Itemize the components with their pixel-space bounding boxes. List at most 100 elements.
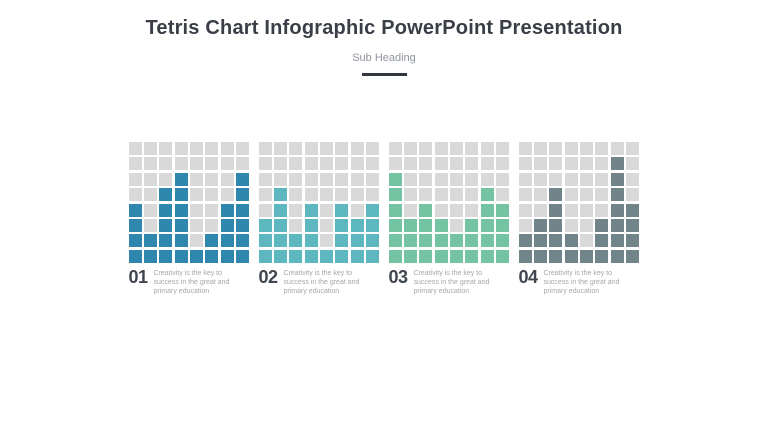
tetris-grid-02	[258, 142, 380, 263]
grid-cell-empty	[304, 142, 318, 155]
grid-cell-filled	[549, 203, 563, 217]
grid-cell-empty	[518, 203, 532, 217]
grid-cell-empty	[434, 142, 448, 155]
grid-cell-filled	[496, 203, 510, 217]
grid-cell-empty	[220, 157, 234, 171]
grid-cell-empty	[143, 188, 157, 202]
grid-cell-empty	[496, 157, 510, 171]
grid-cell-filled	[419, 203, 433, 217]
grid-cell-empty	[580, 234, 594, 248]
tetris-chart-01: 01 Creativity is the key to success in th…	[128, 142, 250, 296]
grid-cell-filled	[434, 234, 448, 248]
grid-cell-empty	[258, 157, 272, 171]
grid-cell-empty	[143, 172, 157, 186]
grid-cell-filled	[220, 234, 234, 248]
grid-cell-filled	[304, 234, 318, 248]
grid-cell-filled	[190, 249, 204, 263]
grid-cell-empty	[465, 142, 479, 155]
grid-cell-filled	[480, 218, 494, 232]
item-number: 01	[128, 266, 149, 287]
grid-cell-filled	[273, 218, 287, 232]
grid-cell-filled	[174, 218, 188, 232]
tetris-chart-03: 03 Creativity is the key to success in th…	[388, 142, 510, 296]
grid-cell-filled	[610, 234, 624, 248]
grid-cell-empty	[496, 188, 510, 202]
grid-cell-filled	[236, 249, 250, 263]
grid-cell-empty	[335, 188, 349, 202]
grid-cell-empty	[403, 157, 417, 171]
grid-cell-filled	[335, 218, 349, 232]
grid-cell-filled	[220, 249, 234, 263]
grid-cell-filled	[304, 203, 318, 217]
grid-cell-empty	[580, 203, 594, 217]
slide-subtitle: Sub Heading	[352, 52, 416, 64]
grid-cell-empty	[128, 142, 142, 155]
grid-cell-empty	[190, 234, 204, 248]
grid-cell-empty	[465, 203, 479, 217]
grid-cell-empty	[496, 172, 510, 186]
grid-cell-filled	[610, 172, 624, 186]
grid-cell-filled	[518, 249, 532, 263]
grid-cell-filled	[159, 249, 173, 263]
grid-cell-filled	[450, 249, 464, 263]
grid-cell-empty	[320, 188, 334, 202]
grid-cell-filled	[450, 234, 464, 248]
grid-cell-empty	[289, 188, 303, 202]
grid-cell-empty	[580, 218, 594, 232]
grid-cell-empty	[450, 188, 464, 202]
grid-cell-empty	[518, 218, 532, 232]
grid-cell-filled	[465, 249, 479, 263]
grid-cell-empty	[465, 172, 479, 186]
grid-cell-empty	[320, 203, 334, 217]
grid-cell-filled	[496, 249, 510, 263]
grid-cell-empty	[273, 157, 287, 171]
grid-cell-filled	[236, 172, 250, 186]
grid-cell-empty	[419, 157, 433, 171]
grid-cell-empty	[335, 142, 349, 155]
grid-cell-empty	[289, 172, 303, 186]
grid-cell-empty	[533, 142, 547, 155]
grid-cell-empty	[564, 172, 578, 186]
grid-cell-filled	[366, 249, 380, 263]
grid-cell-filled	[205, 234, 219, 248]
grid-cell-empty	[450, 142, 464, 155]
grid-cell-empty	[518, 142, 532, 155]
grid-cell-empty	[610, 142, 624, 155]
grid-cell-filled	[335, 234, 349, 248]
grid-cell-filled	[496, 218, 510, 232]
grid-cell-filled	[465, 234, 479, 248]
grid-cell-filled	[159, 234, 173, 248]
grid-cell-empty	[465, 157, 479, 171]
grid-cell-empty	[190, 142, 204, 155]
grid-cell-filled	[549, 218, 563, 232]
grid-cell-filled	[549, 249, 563, 263]
grid-cell-filled	[480, 234, 494, 248]
grid-cell-empty	[205, 172, 219, 186]
grid-cell-empty	[580, 157, 594, 171]
grid-cell-filled	[595, 234, 609, 248]
grid-cell-empty	[236, 157, 250, 171]
grid-cell-filled	[403, 234, 417, 248]
grid-cell-empty	[190, 188, 204, 202]
grid-cell-empty	[205, 188, 219, 202]
grid-cell-empty	[205, 142, 219, 155]
grid-cell-empty	[533, 172, 547, 186]
grid-cell-empty	[533, 203, 547, 217]
grid-cell-empty	[350, 142, 364, 155]
grid-cell-filled	[258, 218, 272, 232]
grid-cell-filled	[533, 234, 547, 248]
grid-cell-empty	[190, 218, 204, 232]
grid-cell-empty	[220, 172, 234, 186]
tetris-chart-04: 04 Creativity is the key to success in th…	[518, 142, 640, 296]
grid-cell-empty	[580, 188, 594, 202]
tetris-charts-row: 01 Creativity is the key to success in th…	[0, 142, 768, 296]
grid-cell-empty	[174, 157, 188, 171]
grid-cell-empty	[143, 157, 157, 171]
grid-cell-empty	[350, 203, 364, 217]
grid-cell-filled	[335, 249, 349, 263]
grid-cell-empty	[143, 218, 157, 232]
grid-cell-filled	[434, 218, 448, 232]
grid-cell-empty	[626, 142, 640, 155]
item-description: Creativity is the key to success in the …	[283, 269, 360, 296]
grid-cell-filled	[533, 218, 547, 232]
